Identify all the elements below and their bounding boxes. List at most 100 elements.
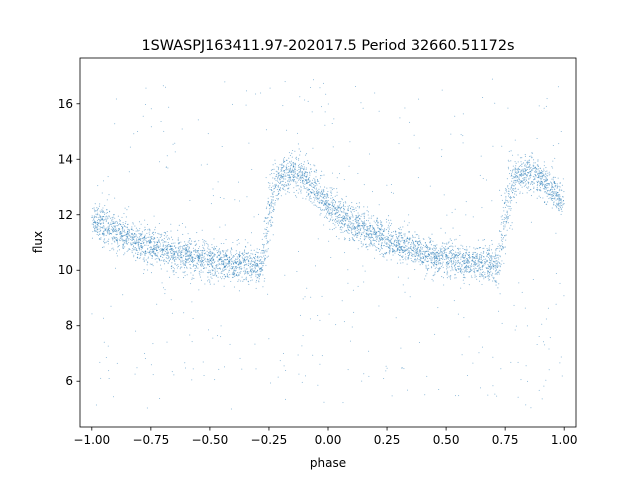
data-point xyxy=(181,257,183,259)
data-point xyxy=(343,202,345,204)
data-point xyxy=(457,247,459,249)
data-point xyxy=(440,250,442,252)
data-point xyxy=(314,197,316,199)
data-point xyxy=(345,202,347,204)
data-point xyxy=(334,213,337,215)
data-point xyxy=(450,250,452,252)
data-point xyxy=(482,275,484,277)
data-point xyxy=(468,254,470,256)
data-point xyxy=(224,259,226,261)
data-point xyxy=(295,177,297,179)
data-point xyxy=(138,246,140,248)
data-point xyxy=(269,210,271,212)
data-point xyxy=(108,225,110,227)
data-point xyxy=(199,263,202,265)
data-point xyxy=(192,274,194,276)
data-point xyxy=(372,239,374,241)
data-point xyxy=(333,228,335,230)
data-point xyxy=(270,219,272,221)
data-point xyxy=(389,245,391,248)
data-point xyxy=(264,228,266,230)
data-point xyxy=(151,247,153,249)
data-point xyxy=(370,237,372,239)
data-point xyxy=(363,223,365,225)
data-point xyxy=(287,176,289,178)
data-point xyxy=(258,278,260,280)
data-point xyxy=(382,234,384,237)
data-point xyxy=(370,232,372,235)
data-point xyxy=(432,257,434,259)
data-point xyxy=(193,264,195,267)
data-point xyxy=(403,243,405,245)
data-point xyxy=(345,230,347,232)
data-point xyxy=(140,255,142,257)
data-point xyxy=(132,229,134,231)
data-point xyxy=(447,272,449,274)
data-point xyxy=(145,237,147,239)
data-point xyxy=(468,262,470,264)
data-point xyxy=(399,226,401,228)
data-point xyxy=(433,252,435,255)
data-point xyxy=(535,171,537,173)
data-point xyxy=(295,157,297,159)
data-point xyxy=(182,251,184,253)
data-point xyxy=(203,250,205,252)
data-point xyxy=(479,261,481,263)
data-point xyxy=(183,264,185,266)
data-point xyxy=(148,242,150,244)
data-point xyxy=(153,252,155,254)
data-point xyxy=(537,173,539,175)
data-point xyxy=(266,241,269,243)
data-point xyxy=(413,250,415,253)
data-point xyxy=(252,266,254,268)
data-point xyxy=(408,252,410,254)
data-point xyxy=(297,164,300,166)
data-point xyxy=(191,240,193,242)
data-point xyxy=(356,227,358,229)
data-point xyxy=(467,271,469,273)
data-point xyxy=(159,236,161,239)
data-point xyxy=(523,178,525,180)
data-point xyxy=(440,266,442,268)
data-point xyxy=(508,205,510,207)
data-point xyxy=(490,256,492,258)
data-point xyxy=(277,176,280,178)
data-point xyxy=(112,226,114,228)
data-point xyxy=(344,223,346,225)
data-point xyxy=(309,196,311,198)
data-point xyxy=(495,253,497,256)
data-point xyxy=(512,175,514,178)
data-point xyxy=(339,204,341,206)
data-point xyxy=(334,224,336,226)
data-point xyxy=(401,235,403,237)
data-point xyxy=(217,280,219,282)
data-point xyxy=(255,251,257,253)
data-point xyxy=(166,247,168,249)
data-point xyxy=(499,255,501,257)
data-point xyxy=(296,181,298,183)
data-point xyxy=(97,224,99,226)
data-point xyxy=(340,216,342,218)
data-point xyxy=(293,179,295,181)
data-point xyxy=(441,248,443,250)
data-point xyxy=(500,263,502,265)
data-point xyxy=(358,231,360,234)
data-point xyxy=(117,243,119,245)
data-point xyxy=(355,222,357,224)
data-point xyxy=(106,231,108,233)
data-point xyxy=(426,250,428,252)
data-point xyxy=(468,255,471,258)
data-point xyxy=(301,178,303,180)
data-point xyxy=(345,195,347,197)
data-point xyxy=(181,260,183,262)
data-point xyxy=(522,169,524,171)
data-point xyxy=(196,232,198,234)
data-point xyxy=(402,249,404,251)
data-point xyxy=(105,241,107,243)
data-point xyxy=(279,188,281,190)
data-point xyxy=(392,231,395,233)
data-point xyxy=(135,235,137,238)
data-point xyxy=(363,224,365,226)
data-point xyxy=(131,243,133,245)
data-point xyxy=(166,250,168,252)
